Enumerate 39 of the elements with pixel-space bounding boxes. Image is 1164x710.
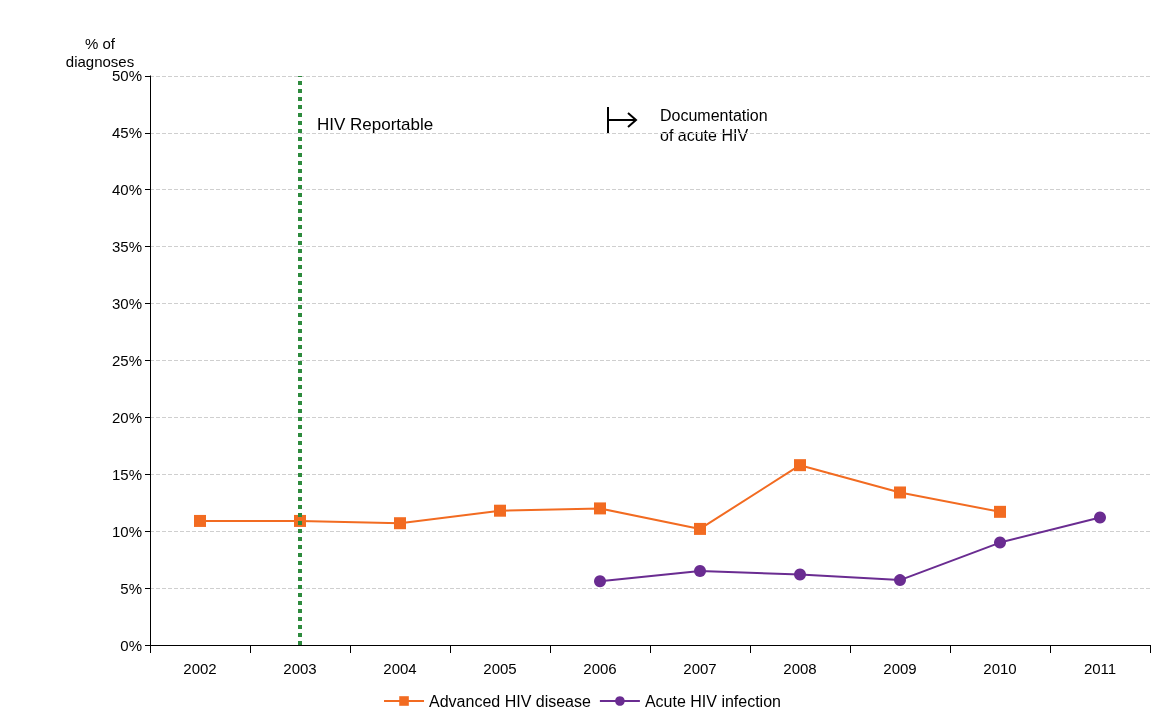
y-tick-label: 20% (111, 408, 142, 426)
y-tick-label: 15% (111, 465, 142, 483)
ref-line-label: HIV Reportable (317, 114, 434, 134)
y-axis-title: % of diagnoses (65, 34, 135, 70)
y-tick-label: 30% (111, 295, 142, 313)
legend-label: Advanced HIV disease (429, 692, 591, 710)
point (694, 522, 706, 535)
y-tick-label: 40% (111, 181, 142, 199)
point (594, 575, 606, 588)
legend-label: Acute HIV infection (644, 692, 781, 710)
x-tick-label: 2011 (1083, 660, 1117, 677)
y-tick-label: 10% (111, 522, 142, 540)
point (794, 459, 806, 472)
point (994, 536, 1006, 549)
point (994, 505, 1006, 518)
y-tick-label: 0% (120, 636, 142, 654)
x-tick-label: 2005 (483, 660, 517, 677)
y-tick-label: 25% (111, 351, 142, 369)
x-tick-label: 2006 (583, 660, 617, 677)
x-tick-label: 2004 (383, 660, 417, 677)
point (894, 486, 906, 499)
x-tick-label: 2008 (783, 660, 817, 677)
y-tick-label: 5% (120, 579, 142, 597)
point (194, 514, 206, 527)
x-tick-label: 2002 (183, 660, 217, 677)
x-tick-label: 2009 (883, 660, 917, 677)
point (1094, 511, 1106, 524)
point (794, 568, 806, 581)
x-tick-label: 2003 (283, 660, 317, 677)
y-tick-label: 35% (111, 238, 142, 256)
point (894, 574, 906, 587)
y-tick-label: 45% (111, 124, 142, 142)
x-tick-label: 2007 (683, 660, 717, 677)
x-tick-label: 2010 (983, 660, 1017, 677)
point (494, 504, 506, 517)
point (694, 565, 706, 578)
y-tick-label: 50% (111, 67, 142, 85)
point (594, 502, 606, 515)
point (394, 517, 406, 530)
